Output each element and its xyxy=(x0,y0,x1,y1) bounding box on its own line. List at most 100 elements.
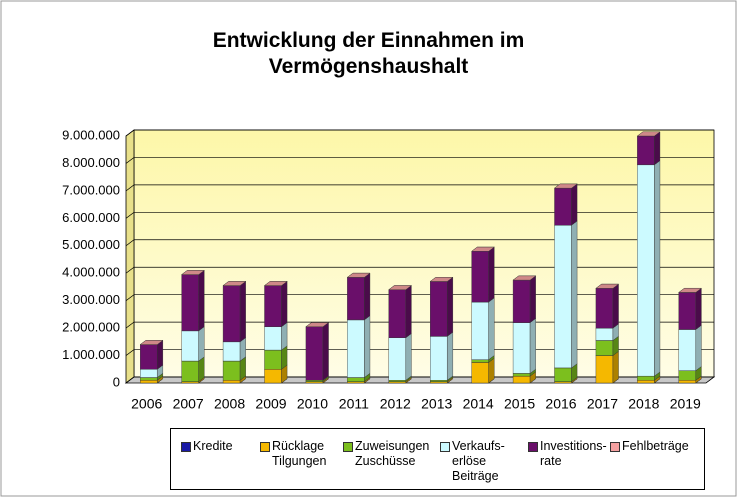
legend-swatch xyxy=(343,442,353,452)
bar-face xyxy=(181,360,199,382)
bar-face xyxy=(554,224,572,369)
bar-face xyxy=(222,281,247,286)
bar-face xyxy=(512,375,531,384)
bar-face xyxy=(305,326,324,381)
bar-segment xyxy=(471,297,495,361)
y-tick-label: 2.000.000 xyxy=(62,320,120,335)
y-tick-label: 8.000.000 xyxy=(62,155,120,170)
bar-segment xyxy=(512,275,537,281)
bar-face xyxy=(157,339,164,370)
x-tick-label: 2014 xyxy=(463,396,494,412)
grid-line xyxy=(125,129,714,137)
bar-face xyxy=(529,318,536,374)
y-tick-label: 1.000.000 xyxy=(62,347,120,362)
y-tick-label: 4.000.000 xyxy=(62,265,120,280)
bar-face xyxy=(281,322,288,351)
legend-entry: Verkaufs- erlöse Beiträge xyxy=(440,439,505,484)
bar-face xyxy=(388,337,406,381)
bar-face xyxy=(222,360,241,381)
bar-segment xyxy=(346,315,371,378)
bar-face xyxy=(264,369,282,384)
bar-face xyxy=(512,275,537,281)
legend-label: Investitions- rate xyxy=(540,439,607,468)
grid-line xyxy=(125,239,714,247)
bar-segment xyxy=(222,280,247,343)
bar-face xyxy=(347,277,365,321)
legend-swatch xyxy=(260,442,270,452)
bar-face xyxy=(264,285,282,327)
bar-face xyxy=(695,324,702,372)
bar-face xyxy=(430,336,448,381)
bar-face xyxy=(554,381,572,384)
bar-face xyxy=(678,288,702,293)
legend-entry: Investitions- rate xyxy=(528,439,607,469)
bar-face xyxy=(305,380,324,382)
bar-face xyxy=(430,281,448,337)
bar-segment xyxy=(678,287,702,330)
bar-face xyxy=(571,220,578,369)
bar-face xyxy=(388,381,406,384)
legend-label: Fehlbeträge xyxy=(622,439,689,453)
bar-segment xyxy=(429,277,454,282)
bar-face xyxy=(654,160,661,377)
bar-face xyxy=(447,331,454,381)
x-tick-label: 2019 xyxy=(670,396,701,412)
bar-face xyxy=(471,246,495,252)
bar-segment xyxy=(263,345,288,370)
bar-face xyxy=(471,359,489,363)
bar-face xyxy=(447,276,454,337)
legend-swatch xyxy=(610,442,620,452)
bar-segment xyxy=(636,160,661,377)
x-tick-label: 2013 xyxy=(421,396,452,412)
bar-face xyxy=(471,301,489,360)
x-tick-label: 2008 xyxy=(214,396,245,412)
bar-face xyxy=(595,327,614,341)
bar-segment xyxy=(512,318,537,374)
legend: Kredite Rücklage Tilgungen Zuweisungen Zus… xyxy=(170,428,705,490)
bar-face xyxy=(388,380,406,382)
bar-face xyxy=(612,283,619,329)
bar-face xyxy=(264,326,282,351)
bar-face xyxy=(488,246,495,303)
x-tick-label: 2018 xyxy=(628,396,659,412)
bar-face xyxy=(322,322,329,381)
bar-segment xyxy=(636,131,661,137)
chart-title: Entwicklung der Einnahmen im Vermögensha… xyxy=(212,29,525,78)
bar-face xyxy=(595,355,614,384)
bar-face xyxy=(181,274,199,332)
bar-segment xyxy=(305,322,330,381)
bar-face xyxy=(140,380,158,384)
bar-face xyxy=(181,270,205,275)
bar-segment xyxy=(181,326,205,362)
y-tick-label: 3.000.000 xyxy=(62,292,120,307)
bar-face xyxy=(488,297,495,361)
bar-face xyxy=(140,344,158,370)
y-tick-label: 0 xyxy=(113,374,120,389)
bar-face xyxy=(198,326,205,362)
bar-face xyxy=(637,375,655,381)
bar-face xyxy=(388,289,406,338)
legend-label: Rücklage Tilgungen xyxy=(272,439,327,468)
x-tick-label: 2012 xyxy=(380,396,411,412)
bar-face xyxy=(222,341,241,362)
legend-entry: Rücklage Tilgungen xyxy=(260,439,327,469)
x-tick-label: 2011 xyxy=(339,396,369,412)
bar-face xyxy=(678,380,696,384)
x-tick-label: 2015 xyxy=(504,396,535,412)
bar-segment xyxy=(553,220,578,369)
bar-face xyxy=(471,362,489,384)
back-wall xyxy=(133,129,715,378)
bar-face xyxy=(571,183,578,226)
bar-face xyxy=(181,381,199,384)
bar-face xyxy=(678,370,696,381)
y-tick-label: 5.000.000 xyxy=(62,237,120,252)
bar-segment xyxy=(263,281,288,286)
bar-segment xyxy=(139,340,164,345)
legend-label: Verkaufs- erlöse Beiträge xyxy=(452,439,505,483)
bar-face xyxy=(405,285,412,339)
bar-face xyxy=(305,322,330,327)
bar-face xyxy=(346,272,371,278)
